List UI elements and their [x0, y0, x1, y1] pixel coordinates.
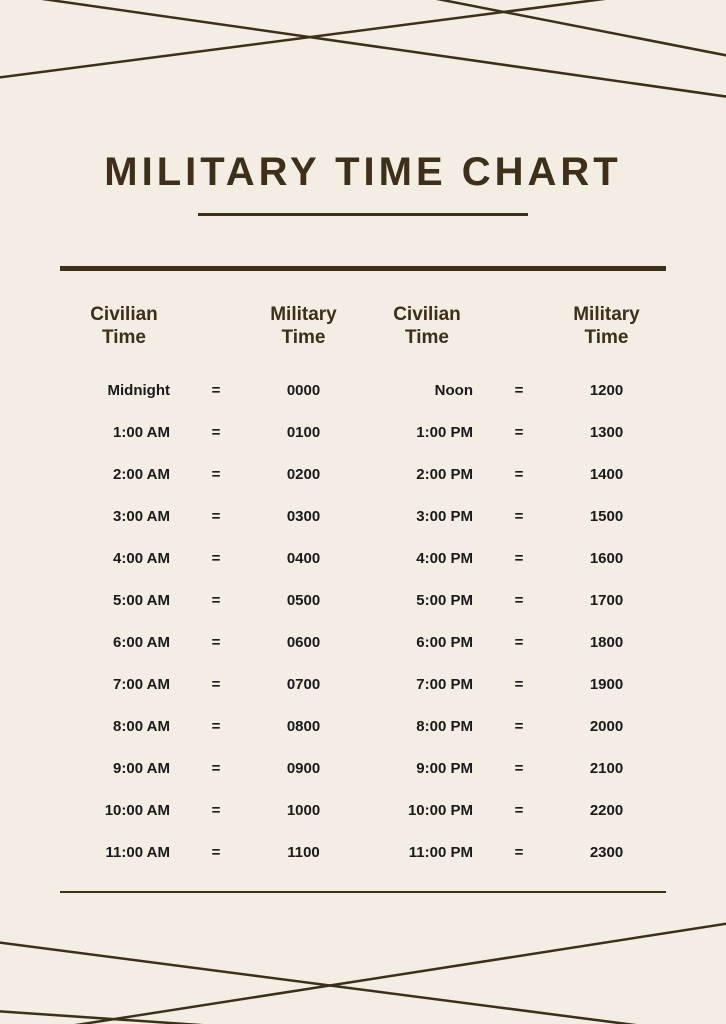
time-table: Civilian Time Midnight1:00 AM2:00 AM3:00… — [60, 299, 666, 873]
table-cell: 3:00 AM — [70, 495, 178, 537]
table-cell: 1700 — [557, 579, 656, 621]
table-cell: = — [198, 831, 234, 873]
table-cell: 11:00 AM — [70, 831, 178, 873]
table-cell: 2300 — [557, 831, 656, 873]
table-cell: = — [501, 411, 537, 453]
header-military-right: Military Time — [557, 299, 656, 355]
table-cell: = — [198, 663, 234, 705]
table-cell: 7:00 AM — [70, 663, 178, 705]
table-cell: 0900 — [254, 747, 353, 789]
table-cell: 0000 — [254, 369, 353, 411]
table-cell: Midnight — [70, 369, 178, 411]
table-cell: 4:00 AM — [70, 537, 178, 579]
table-cell: = — [501, 705, 537, 747]
table-cell: 1000 — [254, 789, 353, 831]
table-cell: 0500 — [254, 579, 353, 621]
table-cell: 1100 — [254, 831, 353, 873]
table-cell: 2000 — [557, 705, 656, 747]
table-cell: 11:00 PM — [373, 831, 481, 873]
table-cell: = — [198, 411, 234, 453]
col-military-left: Military Time 00000100020003000400050006… — [254, 299, 353, 873]
table-cell: 1:00 AM — [70, 411, 178, 453]
table-cell: 8:00 AM — [70, 705, 178, 747]
table-cell: = — [501, 495, 537, 537]
col-civilian-left: Civilian Time Midnight1:00 AM2:00 AM3:00… — [70, 299, 178, 873]
table-cell: 4:00 PM — [373, 537, 481, 579]
table-cell: = — [198, 747, 234, 789]
table-cell: 0700 — [254, 663, 353, 705]
table-cell: 8:00 PM — [373, 705, 481, 747]
content-area: MILITARY TIME CHART Civilian Time Midnig… — [0, 0, 726, 953]
header-civilian-left: Civilian Time — [70, 299, 178, 355]
table-cell: 6:00 AM — [70, 621, 178, 663]
header-civilian-right: Civilian Time — [373, 299, 481, 355]
table-cell: 9:00 AM — [70, 747, 178, 789]
table-cell: = — [198, 789, 234, 831]
divider-top — [60, 266, 666, 271]
table-cell: = — [501, 831, 537, 873]
table-cell: = — [198, 579, 234, 621]
table-cell: 1900 — [557, 663, 656, 705]
table-cell: 1800 — [557, 621, 656, 663]
table-cell: 0100 — [254, 411, 353, 453]
table-cell: = — [198, 537, 234, 579]
table-cell: 10:00 PM — [373, 789, 481, 831]
table-cell: = — [198, 453, 234, 495]
table-cell: 0800 — [254, 705, 353, 747]
table-cell: 0300 — [254, 495, 353, 537]
table-cell: = — [198, 495, 234, 537]
table-cell: 5:00 AM — [70, 579, 178, 621]
table-cell: = — [198, 705, 234, 747]
col-military-right: Military Time 12001300140015001600170018… — [557, 299, 656, 873]
table-cell: = — [501, 369, 537, 411]
table-cell: 0400 — [254, 537, 353, 579]
table-cell: 2:00 AM — [70, 453, 178, 495]
col-equals-left: ============ — [198, 299, 234, 873]
table-cell: 0200 — [254, 453, 353, 495]
title-underline — [198, 213, 528, 216]
table-cell: 10:00 AM — [70, 789, 178, 831]
table-cell: 7:00 PM — [373, 663, 481, 705]
col-civilian-right: Civilian Time Noon1:00 PM2:00 PM3:00 PM4… — [373, 299, 481, 873]
header-spacer — [501, 299, 537, 355]
table-cell: = — [501, 747, 537, 789]
table-cell: 6:00 PM — [373, 621, 481, 663]
table-cell: 2200 — [557, 789, 656, 831]
table-cell: 1500 — [557, 495, 656, 537]
table-cell: 1200 — [557, 369, 656, 411]
table-cell: 1:00 PM — [373, 411, 481, 453]
table-cell: = — [198, 621, 234, 663]
table-cell: 3:00 PM — [373, 495, 481, 537]
table-cell: = — [501, 537, 537, 579]
page-title: MILITARY TIME CHART — [60, 150, 666, 195]
table-cell: 0600 — [254, 621, 353, 663]
table-cell: = — [501, 621, 537, 663]
table-cell: 9:00 PM — [373, 747, 481, 789]
table-cell: 1300 — [557, 411, 656, 453]
table-cell: Noon — [373, 369, 481, 411]
table-cell: 2100 — [557, 747, 656, 789]
col-equals-right: ============ — [501, 299, 537, 873]
header-spacer — [198, 299, 234, 355]
table-cell: 5:00 PM — [373, 579, 481, 621]
table-cell: = — [501, 789, 537, 831]
table-cell: = — [198, 369, 234, 411]
table-cell: 2:00 PM — [373, 453, 481, 495]
table-cell: = — [501, 579, 537, 621]
table-cell: 1600 — [557, 537, 656, 579]
header-military-left: Military Time — [254, 299, 353, 355]
divider-bottom — [60, 891, 666, 893]
table-cell: 1400 — [557, 453, 656, 495]
table-cell: = — [501, 453, 537, 495]
table-cell: = — [501, 663, 537, 705]
